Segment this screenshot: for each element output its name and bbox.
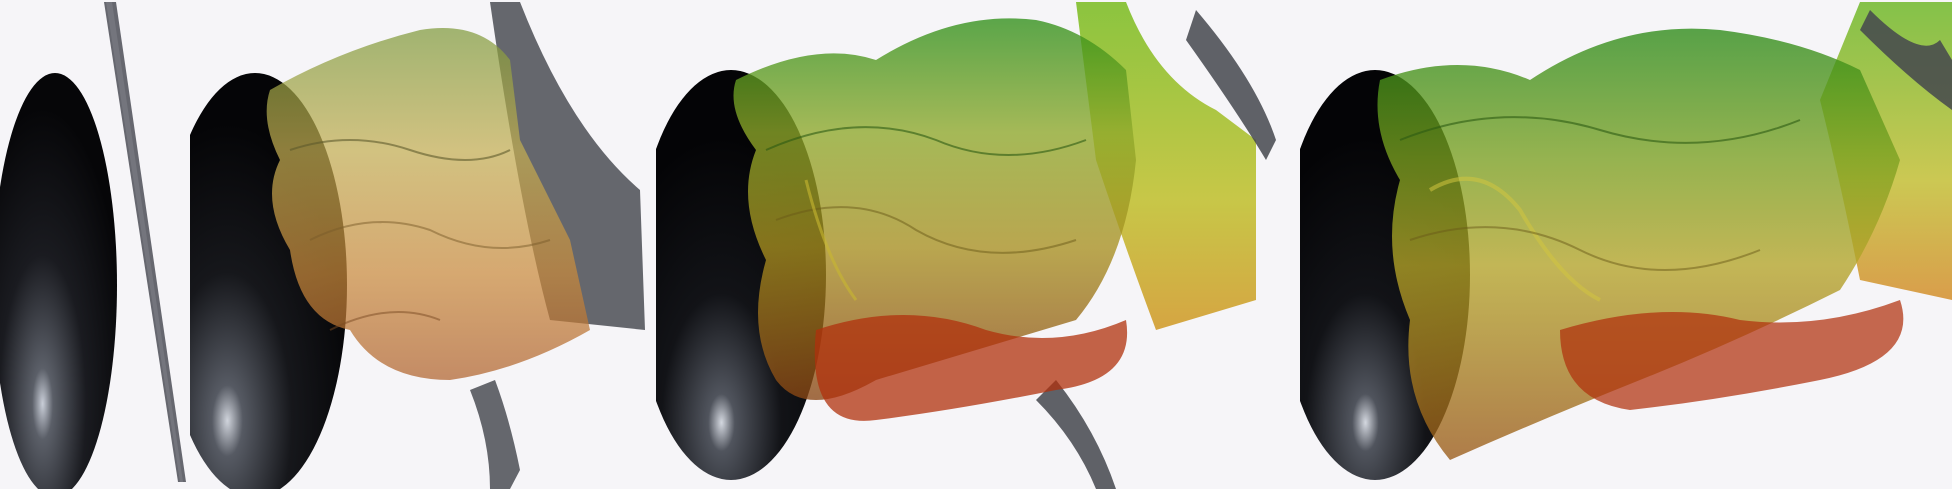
- vortex-core-red: [1560, 300, 1904, 410]
- vortex-surface: [733, 18, 1136, 400]
- ellipsoid-shape: [0, 73, 117, 489]
- panel-2: [190, 0, 656, 489]
- panel-2-render: [190, 0, 656, 489]
- panel-1-render: [0, 0, 190, 489]
- panel-3-render: [656, 0, 1300, 489]
- sheet-shape: [490, 2, 645, 330]
- panel-1: [0, 0, 190, 489]
- panel-4: [1300, 0, 1952, 489]
- vortex-core-red: [814, 315, 1128, 421]
- vortex-surface: [1377, 28, 1900, 461]
- panel-4-render: [1300, 0, 1952, 489]
- vortex-surface: [266, 28, 590, 380]
- panel-3: [656, 0, 1300, 489]
